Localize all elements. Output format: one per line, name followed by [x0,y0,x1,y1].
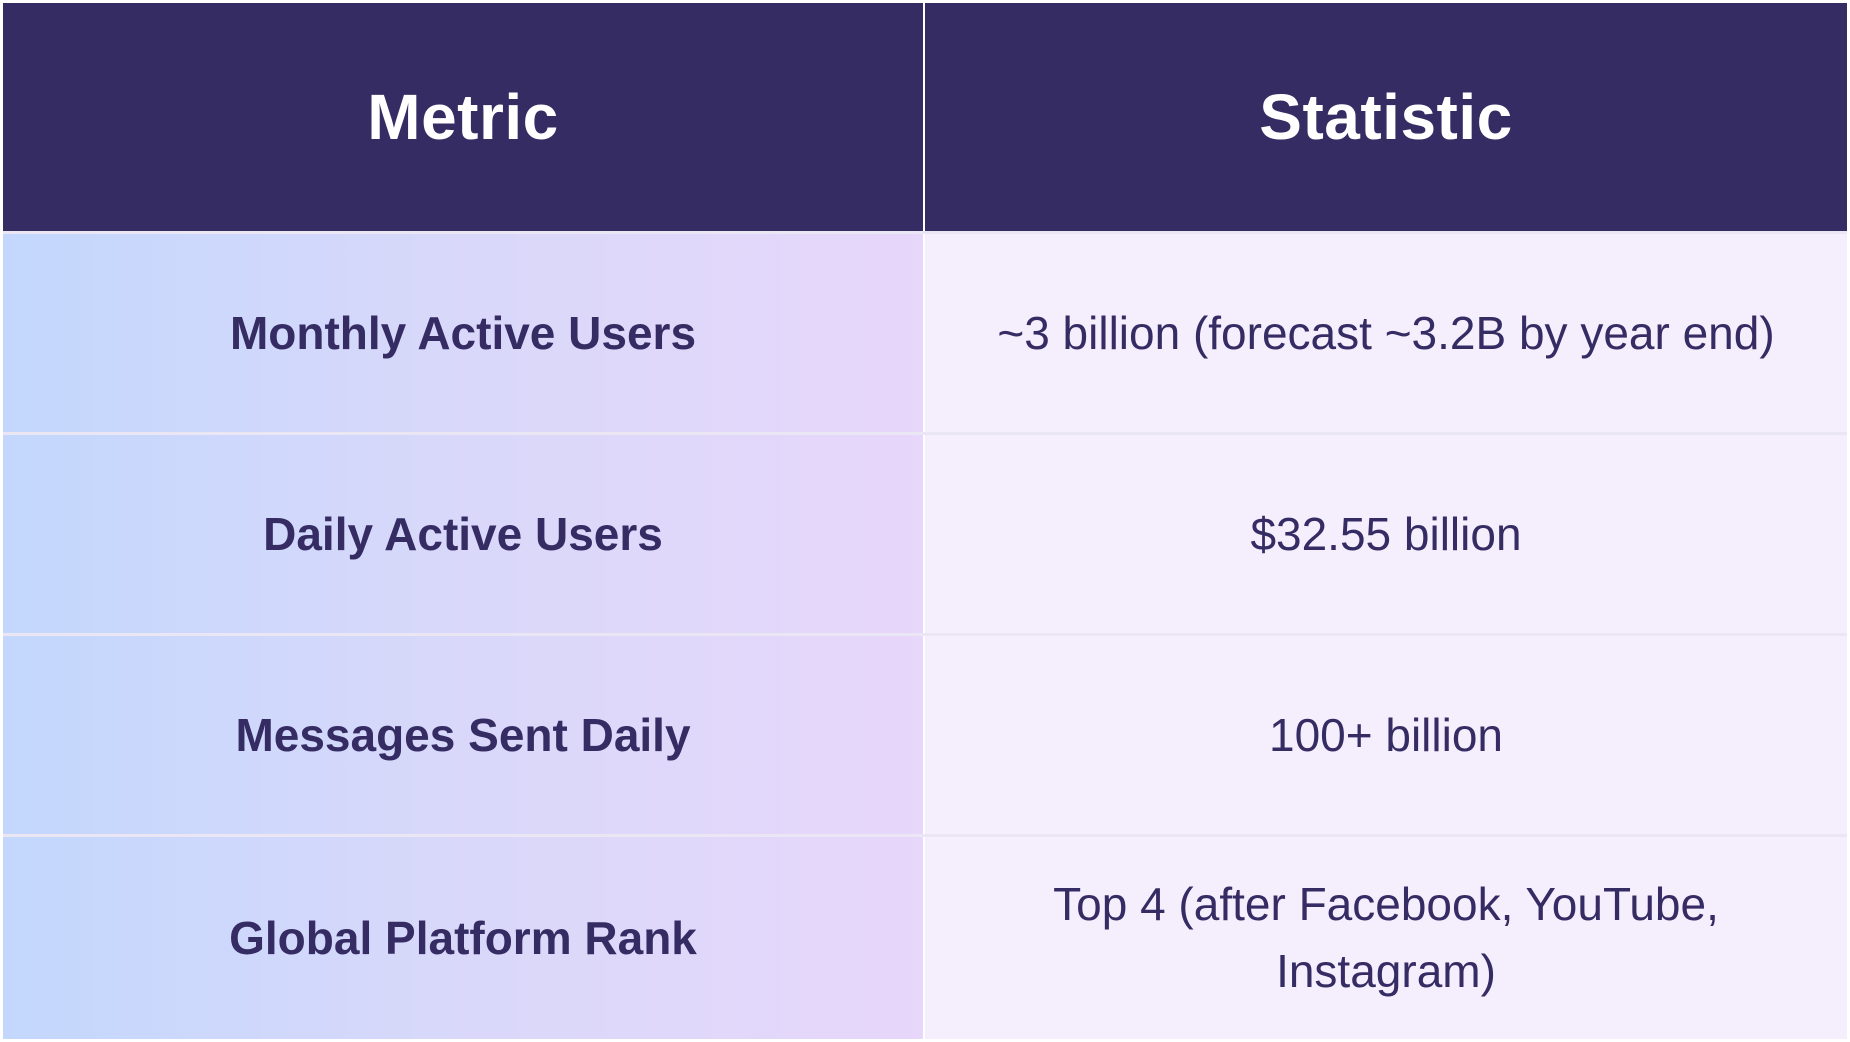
column-divider [923,636,925,834]
header-metric: Metric [3,3,923,231]
statistic-cell: 100+ billion [925,636,1847,834]
metric-cell: Messages Sent Daily [3,636,923,834]
row-divider [3,432,1847,435]
row-divider [3,834,1847,837]
metric-cell: Monthly Active Users [3,234,923,432]
column-divider [923,837,925,1039]
metric-cell: Daily Active Users [3,435,923,633]
row-divider [3,633,1847,636]
column-divider [923,234,925,432]
column-divider [923,3,925,231]
header-statistic: Statistic [925,3,1847,231]
statistic-cell: ~3 billion (forecast ~3.2B by year end) [925,234,1847,432]
statistic-cell: Top 4 (after Facebook, YouTube, Instagra… [925,837,1847,1039]
row-divider [3,231,1847,234]
column-divider [923,435,925,633]
statistic-cell: $32.55 billion [925,435,1847,633]
stats-table: Metric Statistic Monthly Active Users ~3… [3,3,1847,1039]
metric-cell: Global Platform Rank [3,837,923,1039]
